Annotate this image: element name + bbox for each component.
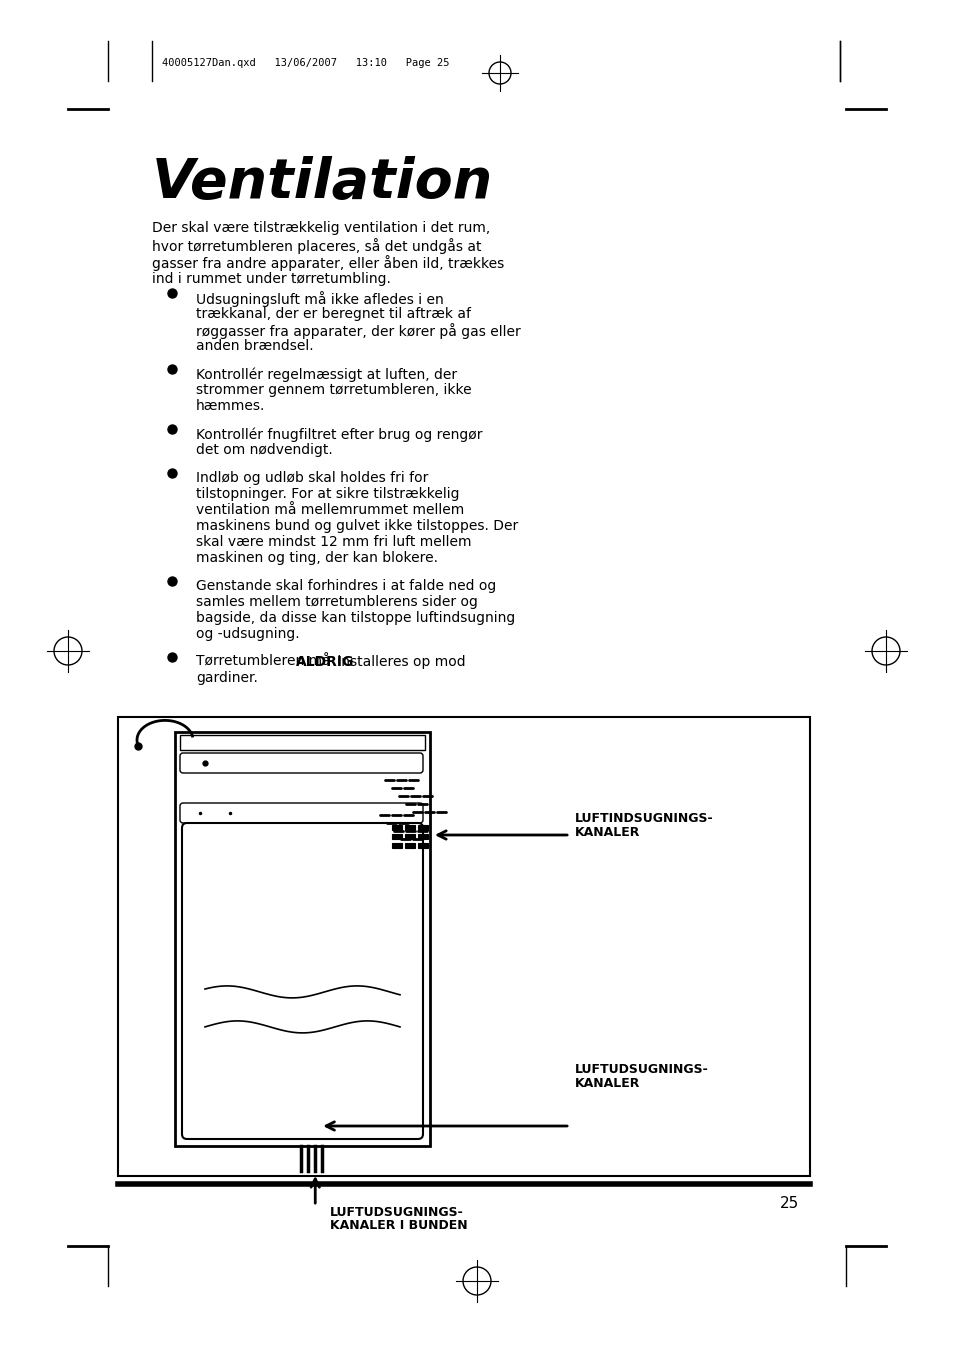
Text: skal være mindst 12 mm fri luft mellem: skal være mindst 12 mm fri luft mellem <box>195 535 471 549</box>
Bar <box>405 825 415 830</box>
Text: trækkanal, der er beregnet til aftræk af: trækkanal, der er beregnet til aftræk af <box>195 307 471 322</box>
Text: Udsugningsluft må ikke afledes i en: Udsugningsluft må ikke afledes i en <box>195 290 443 307</box>
Text: det om nødvendigt.: det om nødvendigt. <box>195 443 333 457</box>
Text: Genstande skal forhindres i at falde ned og: Genstande skal forhindres i at falde ned… <box>195 580 496 593</box>
Bar <box>417 843 428 848</box>
Text: hvor tørretumbleren placeres, så det undgås at: hvor tørretumbleren placeres, så det und… <box>152 238 481 254</box>
Text: KANALER: KANALER <box>575 1077 639 1090</box>
Text: ventilation må mellemrummet mellem: ventilation må mellemrummet mellem <box>195 503 464 517</box>
Bar <box>417 825 428 830</box>
Text: samles mellem tørretumblerens sider og: samles mellem tørretumblerens sider og <box>195 594 477 609</box>
Text: hæmmes.: hæmmes. <box>195 399 265 413</box>
Text: ind i rummet under tørretumbling.: ind i rummet under tørretumbling. <box>152 272 391 286</box>
Text: strommer gennem tørretumbleren, ikke: strommer gennem tørretumbleren, ikke <box>195 382 471 397</box>
Text: 40005127Dan.qxd   13/06/2007   13:10   Page 25: 40005127Dan.qxd 13/06/2007 13:10 Page 25 <box>162 58 449 68</box>
Text: røggasser fra apparater, der kører på gas eller: røggasser fra apparater, der kører på ga… <box>195 323 520 339</box>
FancyBboxPatch shape <box>182 823 422 1139</box>
Text: Tørretumbleren må: Tørretumbleren må <box>195 655 335 669</box>
Text: Ventilation: Ventilation <box>152 155 493 209</box>
Bar <box>417 834 428 839</box>
Text: anden brændsel.: anden brændsel. <box>195 339 314 353</box>
Text: gasser fra andre apparater, eller åben ild, trækkes: gasser fra andre apparater, eller åben i… <box>152 255 504 272</box>
Text: ALDRIG: ALDRIG <box>295 655 354 669</box>
Text: KANALER I BUNDEN: KANALER I BUNDEN <box>330 1219 467 1232</box>
Bar <box>392 825 401 830</box>
Bar <box>118 717 809 1175</box>
Text: maskinen og ting, der kan blokere.: maskinen og ting, der kan blokere. <box>195 551 437 565</box>
Bar <box>392 843 401 848</box>
Text: Der skal være tilstrækkelig ventilation i det rum,: Der skal være tilstrækkelig ventilation … <box>152 222 490 235</box>
Bar <box>405 843 415 848</box>
Text: LUFTUDSUGNINGS-: LUFTUDSUGNINGS- <box>330 1206 463 1219</box>
Text: Indløb og udløb skal holdes fri for: Indløb og udløb skal holdes fri for <box>195 471 428 485</box>
Bar <box>405 834 415 839</box>
Text: LUFTINDSUGNINGS-: LUFTINDSUGNINGS- <box>575 812 713 825</box>
Bar <box>392 834 401 839</box>
Text: maskinens bund og gulvet ikke tilstoppes. Der: maskinens bund og gulvet ikke tilstoppes… <box>195 519 517 534</box>
Text: tilstopninger. For at sikre tilstrækkelig: tilstopninger. For at sikre tilstrækkeli… <box>195 486 459 501</box>
Bar <box>174 732 430 1146</box>
FancyBboxPatch shape <box>180 753 422 773</box>
Text: KANALER: KANALER <box>575 825 639 839</box>
Text: installeres op mod: installeres op mod <box>333 655 465 669</box>
Text: gardiner.: gardiner. <box>195 671 257 685</box>
FancyBboxPatch shape <box>180 802 422 823</box>
Text: og -udsugning.: og -udsugning. <box>195 627 299 640</box>
Text: bagside, da disse kan tilstoppe luftindsugning: bagside, da disse kan tilstoppe luftinds… <box>195 611 515 626</box>
Text: LUFTUDSUGNINGS-: LUFTUDSUGNINGS- <box>575 1063 708 1075</box>
Text: Kontrollér fnugfiltret efter brug og rengør: Kontrollér fnugfiltret efter brug og ren… <box>195 427 482 442</box>
Text: 25: 25 <box>780 1196 799 1210</box>
Bar <box>180 735 424 750</box>
Text: Kontrollér regelmæssigt at luften, der: Kontrollér regelmæssigt at luften, der <box>195 367 456 381</box>
